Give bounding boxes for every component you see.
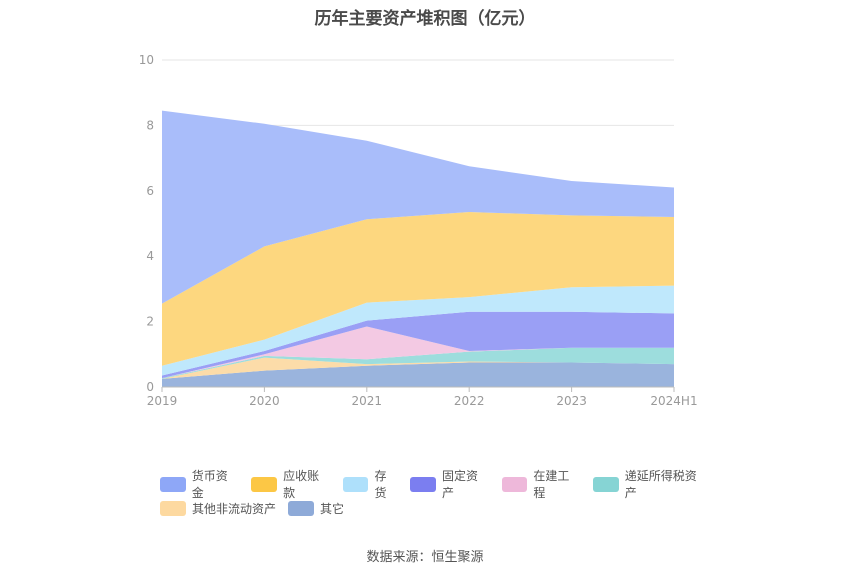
legend-label: 存货 [374,469,387,500]
x-tick-label: 2021 [352,394,383,408]
x-tick-label: 2020 [249,394,280,408]
stacked-area-chart: 0 2 4 6 8 10 2019 2020 2021 2022 2023 2024H1 [139,53,698,408]
legend-item[interactable]: 固定资产 [410,467,489,501]
legend-swatch [160,500,186,516]
area-series [162,357,674,379]
legend-swatch [160,476,186,492]
legend-item[interactable]: 递延所得税资产 [592,467,708,501]
legend-label: 应收账款 [283,469,320,500]
y-tick-label: 2 [146,315,154,329]
y-tick-label: 10 [139,53,154,67]
legend-swatch [251,476,278,492]
legend-swatch [288,500,315,516]
legend-item[interactable]: 其他非流动资产 [160,500,276,517]
area-series [162,285,674,376]
area-series [162,362,674,387]
legend-label: 其他非流动资产 [192,501,277,516]
x-tick-label: 2022 [454,394,485,408]
legend-row-2: 其他非流动资产 其它 [160,496,720,520]
data-source: 数据来源：恒生聚源 [366,550,484,565]
area-series [162,212,674,366]
legend-swatch [501,476,528,492]
legend-item[interactable]: 货币资金 [160,467,239,501]
legend-swatch [410,476,436,492]
legend-label: 固定资产 [442,469,479,500]
x-tick-label: 2019 [147,394,178,408]
legend-label: 在建工程 [533,469,570,500]
area-series [162,110,674,304]
legend-label: 递延所得税资产 [624,469,697,500]
y-tick-label: 4 [146,249,154,263]
area-series [162,326,674,379]
legend-item[interactable]: 存货 [342,467,399,501]
legend-swatch [342,476,369,492]
x-tick-label: 2024H1 [650,394,697,408]
area-series [162,311,674,379]
chart-title: 历年主要资产堆积图（亿元） [314,9,536,29]
legend-row-1: 货币资金 应收账款 存货 固定资产 在建工程 递延所得税资产 [160,469,720,500]
legend-swatch [592,476,619,492]
x-tick-label: 2023 [556,394,587,408]
y-tick-label: 6 [146,184,154,198]
y-tick-label: 0 [146,380,154,394]
chart-legend: 货币资金 应收账款 存货 固定资产 在建工程 递延所得税资产 其他非流动资产 [160,469,720,520]
legend-item[interactable]: 其它 [288,500,344,517]
legend-label: 货币资金 [191,469,228,500]
area-series [162,347,674,379]
y-tick-label: 8 [146,118,154,132]
legend-item[interactable]: 应收账款 [251,467,330,501]
legend-label: 其它 [320,501,345,516]
legend-item[interactable]: 在建工程 [501,467,581,501]
